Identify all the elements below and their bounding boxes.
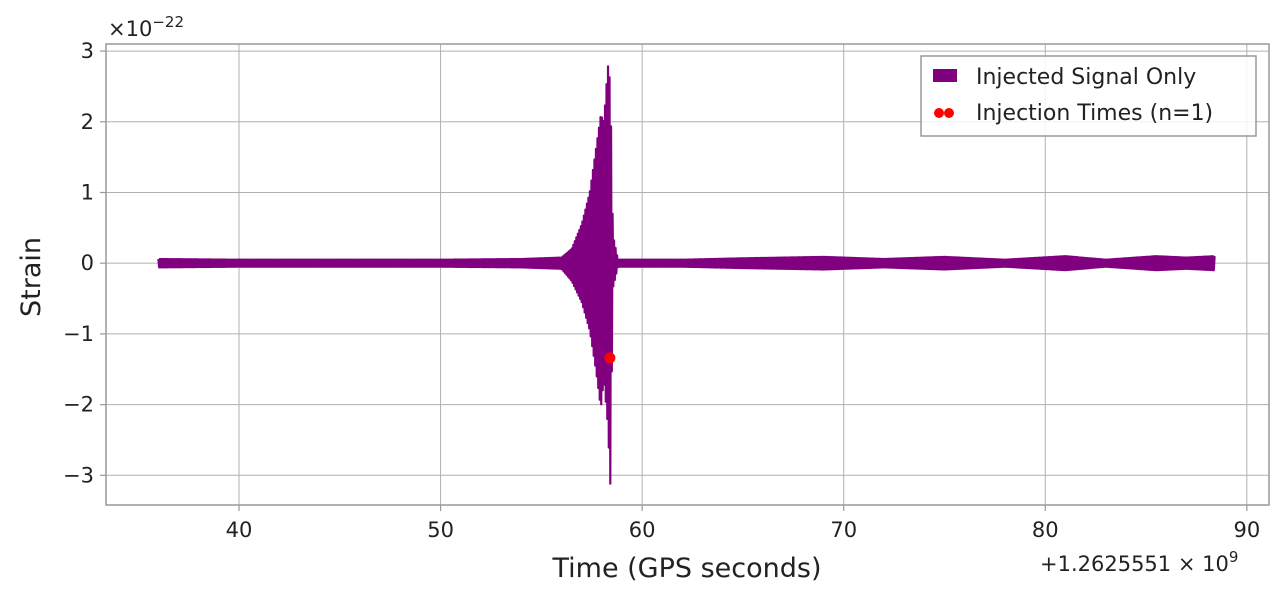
legend-box	[920, 55, 1257, 137]
legend-label-injected-signal: Injected Signal Only	[976, 65, 1196, 90]
legend-label-injection-times: Injection Times (n=1)	[976, 101, 1213, 126]
x-axis: 40 50 60 70 80 90	[226, 505, 1260, 542]
x-tick-label: 40	[226, 518, 253, 542]
y-tick-label: 1	[81, 180, 94, 204]
series-injected-signal	[157, 65, 1216, 485]
injection-time-point	[604, 352, 616, 364]
x-tick-label: 60	[629, 518, 656, 542]
x-tick-label: 80	[1032, 518, 1059, 542]
plot-frame	[105, 43, 1270, 506]
x-offset-label: +1.2625551 × 109	[1040, 548, 1238, 576]
legend: Injected Signal Only Injection Times (n=…	[920, 55, 1257, 137]
x-axis-label: Time (GPS seconds)	[551, 553, 821, 584]
y-axis-label: Strain	[16, 237, 47, 317]
legend-marker-injection-times	[934, 108, 944, 118]
y-scale-factor: ×10−22	[108, 13, 184, 41]
y-tick-label: 3	[81, 39, 94, 63]
y-tick-label: −2	[63, 393, 94, 417]
y-tick-label: −3	[63, 463, 94, 487]
legend-marker-injection-times-2	[944, 108, 954, 118]
y-tick-label: 2	[81, 110, 94, 134]
y-axis: 3 2 1 0 −1 −2 −3	[63, 39, 106, 487]
y-tick-label: −1	[63, 322, 94, 346]
x-tick-label: 90	[1233, 518, 1260, 542]
x-tick-label: 50	[427, 518, 454, 542]
y-tick-label: 0	[81, 251, 94, 275]
plot-area	[157, 65, 1216, 485]
legend-swatch-injected-signal	[933, 69, 957, 82]
x-tick-label: 70	[830, 518, 857, 542]
